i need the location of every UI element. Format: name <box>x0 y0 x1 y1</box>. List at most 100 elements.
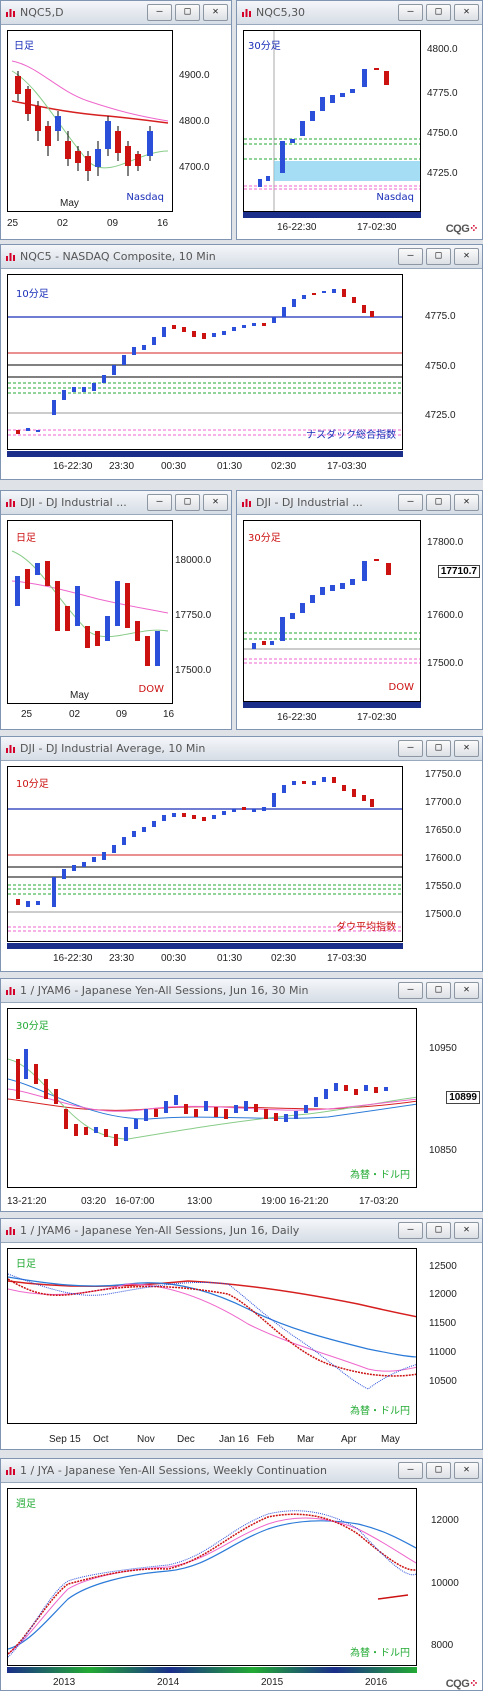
chart-window-jpy-daily[interactable]: 1 / JYAM6 - Japanese Yen-All Sessions, J… <box>0 1218 483 1450</box>
candlestick-chart <box>11 550 169 666</box>
price-plot[interactable]: 30分足 DOW <box>243 520 421 702</box>
x-tick: 25 <box>21 709 33 720</box>
price-plot[interactable]: 30分足 為替・ドル円 <box>7 1008 417 1188</box>
close-icon[interactable]: ✕ <box>203 494 228 511</box>
maximize-icon[interactable]: □ <box>426 494 451 511</box>
window-titlebar[interactable]: DJI - DJ Industrial ... — □ ✕ <box>1 491 231 515</box>
candles <box>16 1049 388 1146</box>
x-tick: Sep 15 <box>49 1434 81 1445</box>
candles <box>258 68 389 187</box>
time-strip <box>7 943 403 949</box>
x-tick: May <box>381 1434 400 1445</box>
maximize-icon[interactable]: □ <box>426 1462 451 1479</box>
close-icon[interactable]: ✕ <box>454 494 479 511</box>
x-tick: 23:30 <box>109 461 135 472</box>
y-tick: 10950 <box>429 1043 457 1054</box>
x-tick: 16 <box>163 709 175 720</box>
time-strip <box>7 1667 417 1673</box>
price-plot[interactable]: 10分足 ダウ平均指数 <box>7 766 403 942</box>
x-tick: 00:30 <box>161 461 187 472</box>
minimize-icon[interactable]: — <box>398 740 423 757</box>
x-tick: 17-03:20 <box>359 1196 399 1207</box>
window-title: NQC5,30 <box>256 6 306 19</box>
y-tick: 4800.0 <box>427 44 458 55</box>
minimize-icon[interactable]: — <box>398 248 423 265</box>
window-titlebar[interactable]: NQC5,30 — □ ✕ <box>237 1 482 25</box>
close-icon[interactable]: ✕ <box>454 1222 479 1239</box>
y-tick: 12000 <box>429 1289 457 1300</box>
chart-window-icon <box>6 987 15 995</box>
window-titlebar[interactable]: DJI - DJ Industrial Average, 10 Min — □ … <box>1 737 482 761</box>
instrument-label: DOW <box>138 684 164 695</box>
close-icon[interactable]: ✕ <box>454 4 479 21</box>
minimize-icon[interactable]: — <box>398 1462 423 1479</box>
minimize-icon[interactable]: — <box>398 982 423 999</box>
window-titlebar[interactable]: NQC5,D — □ ✕ <box>1 1 231 25</box>
candles <box>252 559 391 649</box>
y-tick: 4775.0 <box>425 311 456 322</box>
instrument-label: Nasdaq <box>126 192 164 203</box>
minimize-icon[interactable]: — <box>398 4 423 21</box>
x-tick: 23:30 <box>109 953 135 964</box>
window-titlebar[interactable]: NQC5 - NASDAQ Composite, 10 Min — □ ✕ <box>1 245 482 269</box>
chart-window-jpy-30min[interactable]: 1 / JYAM6 - Japanese Yen-All Sessions, J… <box>0 978 483 1212</box>
x-tick: 02:30 <box>271 461 297 472</box>
x-tick: Mar <box>297 1434 315 1445</box>
x-tick: 02 <box>57 218 69 229</box>
x-tick: Dec <box>177 1434 195 1445</box>
y-tick: 17800.0 <box>427 537 464 548</box>
maximize-icon[interactable]: □ <box>426 982 451 999</box>
chart-window-nqc5-10min[interactable]: NQC5 - NASDAQ Composite, 10 Min — □ ✕ <box>0 244 483 480</box>
instrument-label: DOW <box>388 682 414 693</box>
month-label: May <box>60 198 79 209</box>
close-icon[interactable]: ✕ <box>454 740 479 757</box>
price-plot[interactable]: 30分足 Nasdaq <box>243 30 421 212</box>
y-tick: 17750.0 <box>425 769 462 780</box>
close-icon[interactable]: ✕ <box>454 248 479 265</box>
price-plot[interactable]: 日足 Nasdaq May <box>7 30 173 212</box>
close-icon[interactable]: ✕ <box>454 1462 479 1479</box>
window-titlebar[interactable]: 1 / JYAM6 - Japanese Yen-All Sessions, J… <box>1 1219 482 1243</box>
maximize-icon[interactable]: □ <box>426 248 451 265</box>
minimize-icon[interactable]: — <box>147 4 172 21</box>
chart-window-nqc5-daily[interactable]: NQC5,D — □ ✕ <box>0 0 232 240</box>
window-titlebar[interactable]: 1 / JYA - Japanese Yen-All Sessions, Wee… <box>1 1459 482 1483</box>
last-price-box: 17710.7 <box>437 565 480 578</box>
close-icon[interactable]: ✕ <box>203 4 228 21</box>
chart-window-jpy-weekly[interactable]: 1 / JYA - Japanese Yen-All Sessions, Wee… <box>0 1458 483 1691</box>
timeframe-tag: 日足 <box>16 1259 36 1270</box>
chart-window-dji-daily[interactable]: DJI - DJ Industrial ... — □ ✕ <box>0 490 232 730</box>
maximize-icon[interactable]: □ <box>175 494 200 511</box>
chart-window-dji-10min[interactable]: DJI - DJ Industrial Average, 10 Min — □ … <box>0 736 483 972</box>
close-icon[interactable]: ✕ <box>454 982 479 999</box>
minimize-icon[interactable]: — <box>147 494 172 511</box>
candles <box>15 561 160 666</box>
y-tick: 17500.0 <box>425 909 462 920</box>
x-tick: 16-22:30 <box>53 461 93 472</box>
y-tick: 10000 <box>431 1578 459 1589</box>
time-strip <box>243 212 421 218</box>
x-tick: 09 <box>116 709 128 720</box>
x-tick: 19:00 <box>261 1196 287 1207</box>
price-plot[interactable]: 10分足 ナスダック総合指数 <box>7 274 403 450</box>
minimize-icon[interactable]: — <box>398 494 423 511</box>
window-titlebar[interactable]: 1 / JYAM6 - Japanese Yen-All Sessions, J… <box>1 979 482 1003</box>
chart-window-nqc5-30min[interactable]: NQC5,30 — □ ✕ <box>236 0 483 240</box>
chart-window-icon <box>6 253 15 261</box>
y-tick: 11000 <box>429 1347 457 1358</box>
price-plot[interactable]: 日足 為替・ドル円 <box>7 1248 417 1424</box>
maximize-icon[interactable]: □ <box>426 1222 451 1239</box>
chart-window-icon <box>242 499 251 507</box>
timeframe-tag: 週足 <box>16 1499 36 1510</box>
maximize-icon[interactable]: □ <box>426 4 451 21</box>
maximize-icon[interactable]: □ <box>426 740 451 757</box>
window-title: DJI - DJ Industrial ... <box>20 496 127 509</box>
chart-window-icon <box>242 9 251 17</box>
window-title: DJI - DJ Industrial Average, 10 Min <box>20 742 206 755</box>
chart-window-dji-30min[interactable]: DJI - DJ Industrial ... — □ ✕ <box>236 490 483 730</box>
price-plot[interactable]: 週足 為替・ドル円 <box>7 1488 417 1666</box>
maximize-icon[interactable]: □ <box>175 4 200 21</box>
minimize-icon[interactable]: — <box>398 1222 423 1239</box>
price-plot[interactable]: 日足 DOW May <box>7 520 173 704</box>
window-titlebar[interactable]: DJI - DJ Industrial ... — □ ✕ <box>237 491 482 515</box>
